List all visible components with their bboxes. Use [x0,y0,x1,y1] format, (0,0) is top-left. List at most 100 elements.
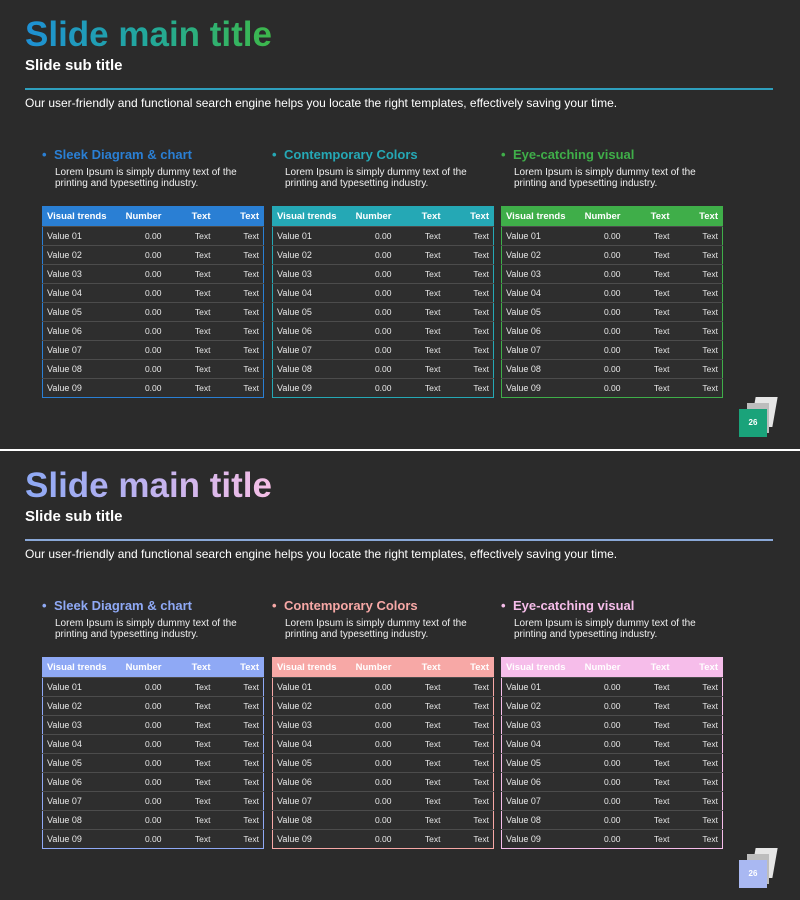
column-heading: • Contemporary Colors [272,146,493,164]
table-header-cell: Visual trends [47,211,107,222]
table-header-cell: Text [421,662,441,673]
table-header-cell: Text [240,211,259,222]
table-cell: Value 03 [42,715,113,735]
table-cell: 0.00 [342,264,396,284]
table-cell: Value 06 [501,321,572,341]
table-cell: Text [214,696,264,716]
column-heading: • Contemporary Colors [272,597,493,615]
table-cell: Text [165,677,215,697]
table-row: Value 05 0.00 Text Text [272,753,494,773]
page-number-badge: 26 [739,397,784,439]
table-cell: Value 09 [42,378,113,398]
table-cell: Text [444,302,494,322]
table-row: Value 03 0.00 Text Text [501,715,723,735]
column-sleek-diagram: • Sleek Diagram & chart Lorem Ipsum is sim… [42,597,264,849]
slide-sub-title: Slide sub title [25,57,123,74]
column-heading-text: Eye-catching visual [513,147,635,162]
column-heading-text: Sleek Diagram & chart [54,598,193,613]
table-cell: 0.00 [571,245,625,265]
column-heading-text: Contemporary Colors [284,147,418,162]
table-cell: 0.00 [571,791,625,811]
table-cell: 0.00 [112,715,166,735]
table-cell: 0.00 [342,302,396,322]
table-cell: Text [444,810,494,830]
table-cell: Text [624,829,674,849]
table-cell: Text [624,283,674,303]
table-cell: Value 06 [501,772,572,792]
table-cell: Text [165,264,215,284]
bullet-icon: • [42,598,47,613]
table-cell: Text [165,283,215,303]
slide-1: Slide main title Slide sub title Our use… [0,0,800,449]
table-row: Value 01 0.00 Text Text [272,677,494,697]
table-cell: 0.00 [571,264,625,284]
table-cell: 0.00 [571,359,625,379]
table-cell: Text [673,302,723,322]
table-cell: Text [165,734,215,754]
table-row: Value 02 0.00 Text Text [501,245,723,265]
table-cell: Text [395,264,445,284]
table-row: Value 04 0.00 Text Text [42,734,264,754]
table-cell: Value 02 [42,696,113,716]
table-cell: 0.00 [112,359,166,379]
divider-line [25,88,773,90]
table-cell: Value 03 [501,264,572,284]
table-cell: Text [395,321,445,341]
table-row: Value 05 0.00 Text Text [42,753,264,773]
table-cell: Text [624,321,674,341]
table-cell: Text [214,245,264,265]
table-cell: Text [624,696,674,716]
table-row: Value 05 0.00 Text Text [501,302,723,322]
table-cell: Text [165,321,215,341]
table-cell: Text [395,283,445,303]
table-cell: Value 01 [501,677,572,697]
table-cell: Value 08 [42,810,113,830]
table-cell: Text [214,359,264,379]
slide-main-title: Slide main title [25,466,272,505]
table-cell: 0.00 [112,810,166,830]
column-heading: • Sleek Diagram & chart [42,146,263,164]
table-cell: 0.00 [112,245,166,265]
table-cell: Text [444,340,494,360]
table-row: Value 07 0.00 Text Text [42,791,264,811]
table-cell: Text [395,378,445,398]
table-row: Value 07 0.00 Text Text [42,340,264,360]
table-header-cell: Visual trends [277,211,337,222]
bullet-icon: • [272,147,277,162]
table-cell: Text [214,753,264,773]
table-cell: Value 05 [272,302,343,322]
table-cell: Text [673,378,723,398]
table-row: Value 08 0.00 Text Text [501,359,723,379]
table-cell: Value 04 [501,283,572,303]
table-cell: 0.00 [112,791,166,811]
table-cell: Text [624,226,674,246]
table-header-cell: Text [470,662,489,673]
table-cell: Value 01 [501,226,572,246]
table-cell: 0.00 [571,810,625,830]
table-cell: 0.00 [342,677,396,697]
table-cell: Value 04 [272,734,343,754]
table-row: Value 09 0.00 Text Text [272,378,494,398]
table-cell: Value 07 [42,340,113,360]
table-cell: Text [444,321,494,341]
table-header-row: Visual trends Number Text Text [272,206,494,227]
table-row: Value 01 0.00 Text Text [42,226,264,246]
table-cell: Value 05 [42,302,113,322]
column-contemporary-colors: • Contemporary Colors Lorem Ipsum is simpl… [272,597,494,849]
table-cell: 0.00 [571,340,625,360]
table-cell: Value 08 [501,810,572,830]
table-header-cell: Number [355,662,392,673]
table-header-row: Visual trends Number Text Text [42,657,264,678]
column-contemporary-colors: • Contemporary Colors Lorem Ipsum is simpl… [272,146,494,398]
table-header-row: Visual trends Number Text Text [501,206,723,227]
table-row: Value 07 0.00 Text Text [272,340,494,360]
table-cell: Text [395,772,445,792]
column-heading: • Eye-catching visual [501,146,722,164]
table-cell: 0.00 [112,340,166,360]
table-row: Value 06 0.00 Text Text [42,772,264,792]
table-cell: Value 05 [501,753,572,773]
table-header-cell: Text [240,662,259,673]
table-header-cell: Visual trends [506,662,566,673]
column-heading-text: Sleek Diagram & chart [54,147,193,162]
table-cell: Text [673,829,723,849]
